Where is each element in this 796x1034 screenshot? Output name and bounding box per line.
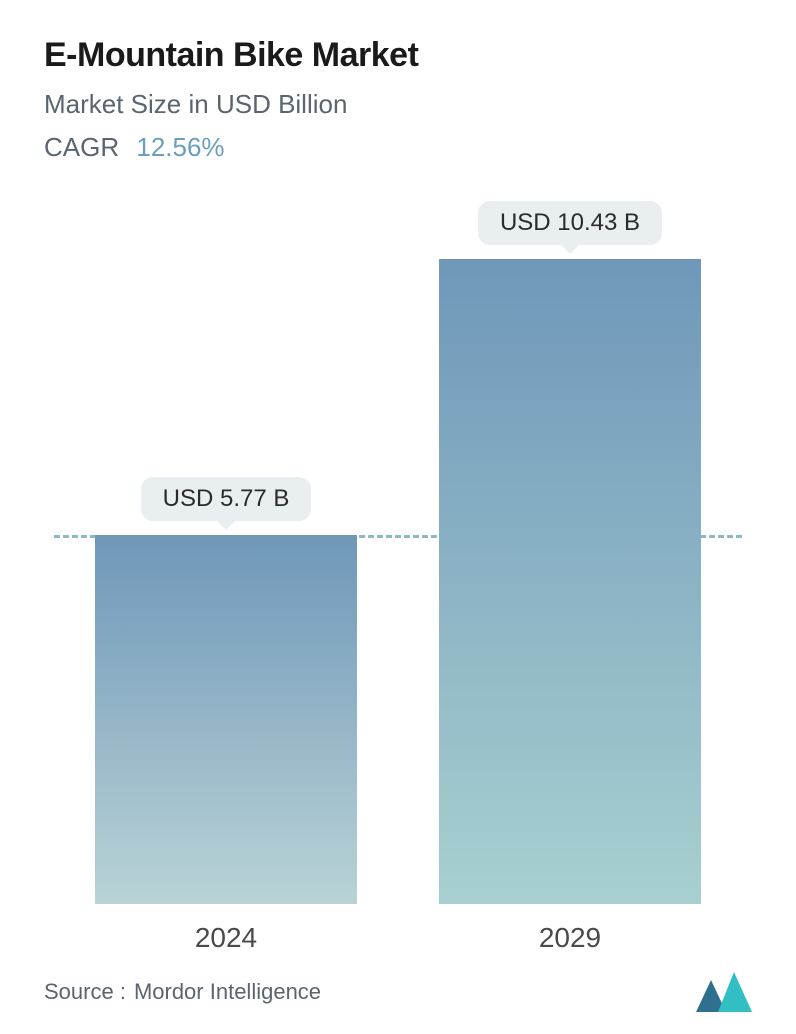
value-pill: USD 10.43 B <box>478 201 662 245</box>
x-label: 2024 <box>95 922 356 954</box>
bars-container: USD 5.77 B USD 10.43 B <box>54 201 742 904</box>
footer: Source : Mordor Intelligence <box>44 972 752 1012</box>
bar <box>95 535 356 904</box>
brand-logo-icon <box>696 972 752 1012</box>
value-pill: USD 5.77 B <box>141 477 312 521</box>
source-label: Source : <box>44 979 126 1005</box>
chart-title: E-Mountain Bike Market <box>44 36 752 75</box>
source-value: Mordor Intelligence <box>134 979 321 1005</box>
bar-wrap: USD 5.77 B <box>95 201 356 904</box>
x-label: 2029 <box>439 922 700 954</box>
cagr-value: 12.56% <box>136 132 224 162</box>
chart-subtitle: Market Size in USD Billion <box>44 89 752 120</box>
bar <box>439 259 700 904</box>
bar-wrap: USD 10.43 B <box>439 201 700 904</box>
source-row: Source : Mordor Intelligence <box>44 979 321 1005</box>
chart-area: USD 5.77 B USD 10.43 B 2024 2029 <box>44 191 752 1034</box>
cagr-label: CAGR <box>44 132 119 162</box>
cagr-row: CAGR 12.56% <box>44 132 752 163</box>
x-axis-labels: 2024 2029 <box>54 922 742 954</box>
plot-region: USD 5.77 B USD 10.43 B <box>54 201 742 904</box>
